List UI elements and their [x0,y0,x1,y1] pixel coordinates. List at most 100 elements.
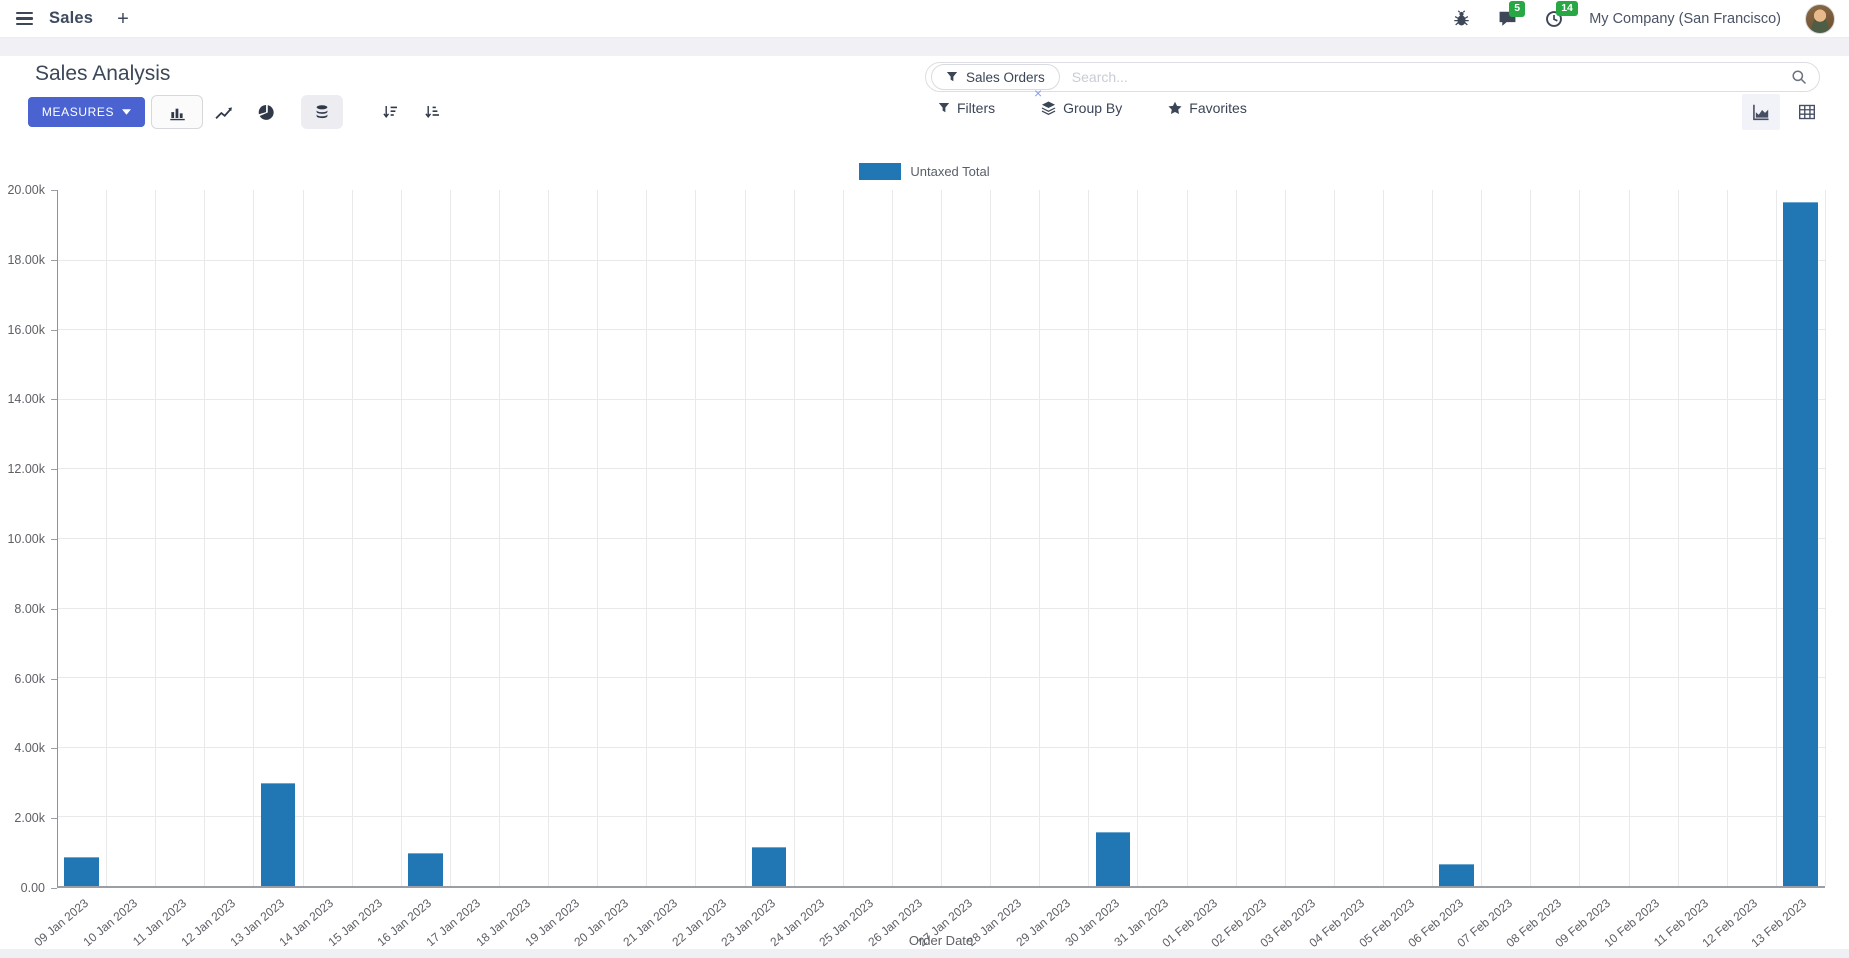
bar-06-feb-2023[interactable] [1439,864,1474,886]
app-name[interactable]: Sales [49,9,94,27]
top-navbar: Sales + 5 14 My Company (San Francisco) [0,0,1849,38]
bar-16-jan-2023[interactable] [408,852,443,886]
v-gridline [1088,190,1090,886]
v-gridline [449,190,451,886]
clock-icon [1545,10,1563,28]
company-switcher[interactable]: My Company (San Francisco) [1589,10,1781,27]
y-tick-mark [51,608,57,610]
search-icon[interactable] [1791,69,1807,85]
chart-toolbar: MEASURES [28,95,453,129]
sort-ascending-button[interactable] [411,95,453,129]
v-gridline [1039,190,1041,886]
hamburger-icon [16,11,33,26]
chart-legend[interactable]: Untaxed Total [0,163,1849,180]
y-tick-mark [51,190,57,191]
y-tick-mark [51,818,57,820]
pivot-grid-icon [1798,103,1816,121]
bar-chart-button[interactable] [151,95,203,129]
graph-view-button[interactable] [1742,94,1780,130]
y-tick-mark [51,888,57,889]
pivot-view-button[interactable] [1788,94,1826,130]
v-gridline [1726,190,1728,886]
y-tick-label: 4.00k [14,741,45,756]
bar-09-jan-2023[interactable] [64,857,99,886]
y-tick-mark [51,748,57,750]
v-gridline [1775,190,1777,886]
filters-button[interactable]: Filters [938,100,995,116]
bug-icon [1453,10,1470,27]
line-chart-button[interactable] [203,95,245,129]
debug-button[interactable] [1451,8,1472,29]
v-gridline [842,190,844,886]
y-tick-mark [51,399,57,401]
v-gridline [1383,190,1384,886]
messages-button[interactable]: 5 [1496,1,1526,29]
page-title: Sales Analysis [35,62,171,85]
sort-descending-icon [382,105,398,120]
v-gridline [597,190,599,886]
v-gridline [1825,190,1826,886]
sort-descending-button[interactable] [369,95,411,129]
v-gridline [1235,190,1237,886]
v-gridline [1579,190,1581,886]
v-gridline [204,190,206,886]
v-gridline [1432,190,1434,886]
v-gridline [941,190,942,886]
v-gridline [1530,190,1532,886]
bottom-strip [0,949,1849,958]
y-tick-label: 20.00k [7,183,45,197]
bar-13-jan-2023[interactable] [260,783,296,886]
view-switcher [1742,94,1826,130]
group-by-label: Group By [1063,100,1123,116]
y-tick-label: 6.00k [14,671,45,686]
favorites-button[interactable]: Favorites [1168,100,1247,116]
plot-area [57,190,1826,888]
funnel-icon [938,102,950,114]
v-gridline [793,190,795,886]
y-tick-mark [51,329,57,331]
user-avatar[interactable] [1805,3,1835,34]
y-tick-mark [51,259,57,261]
v-gridline [1677,190,1679,886]
search-options: Filters Group By Favorites [938,100,1247,116]
y-tick-label: 10.00k [7,532,45,546]
y-tick-label: 2.00k [14,811,45,826]
group-by-button[interactable]: Group By [1041,100,1122,116]
legend-label: Untaxed Total [910,164,990,179]
line-chart-icon [215,105,233,120]
v-gridline [499,190,500,886]
apps-menu-button[interactable] [14,10,35,27]
y-tick-mark [51,539,57,540]
bar-23-jan-2023[interactable] [751,847,787,886]
bar-13-feb-2023[interactable] [1783,202,1818,886]
search-bar[interactable]: Sales Orders × [925,62,1820,100]
activities-badge: 14 [1556,0,1578,17]
new-record-button[interactable]: + [117,7,129,30]
stacked-toggle-button[interactable] [301,95,343,129]
y-tick-label: 14.00k [7,392,45,407]
v-gridline [695,190,697,886]
v-gridline [990,190,992,886]
pie-chart-button[interactable] [245,95,287,129]
v-gridline [1137,190,1139,886]
search-input[interactable] [1059,69,1791,85]
measures-button[interactable]: MEASURES [28,97,145,127]
activities-button[interactable]: 14 [1543,0,1578,30]
y-tick-mark [51,469,57,471]
favorites-label: Favorites [1189,100,1247,116]
v-gridline [155,190,157,886]
bar-30-jan-2023[interactable] [1095,832,1131,886]
measures-label: MEASURES [41,105,115,119]
star-icon [1168,101,1182,115]
pie-chart-icon [258,104,275,121]
background-band [0,38,1849,56]
y-tick-label: 16.00k [7,322,45,337]
chart-section: Untaxed Total 0.00 2.00k 4.00k 6.00k 8.00k 10… [0,135,1849,950]
facet-remove-button[interactable]: × [1034,85,1043,101]
v-gridline [1333,190,1335,886]
area-chart-icon [1752,103,1770,121]
y-tick-label: 8.00k [14,601,45,616]
search-facet[interactable]: Sales Orders [931,64,1060,90]
y-tick-label: 18.00k [7,252,45,267]
y-tick-label: 0.00 [20,881,45,895]
